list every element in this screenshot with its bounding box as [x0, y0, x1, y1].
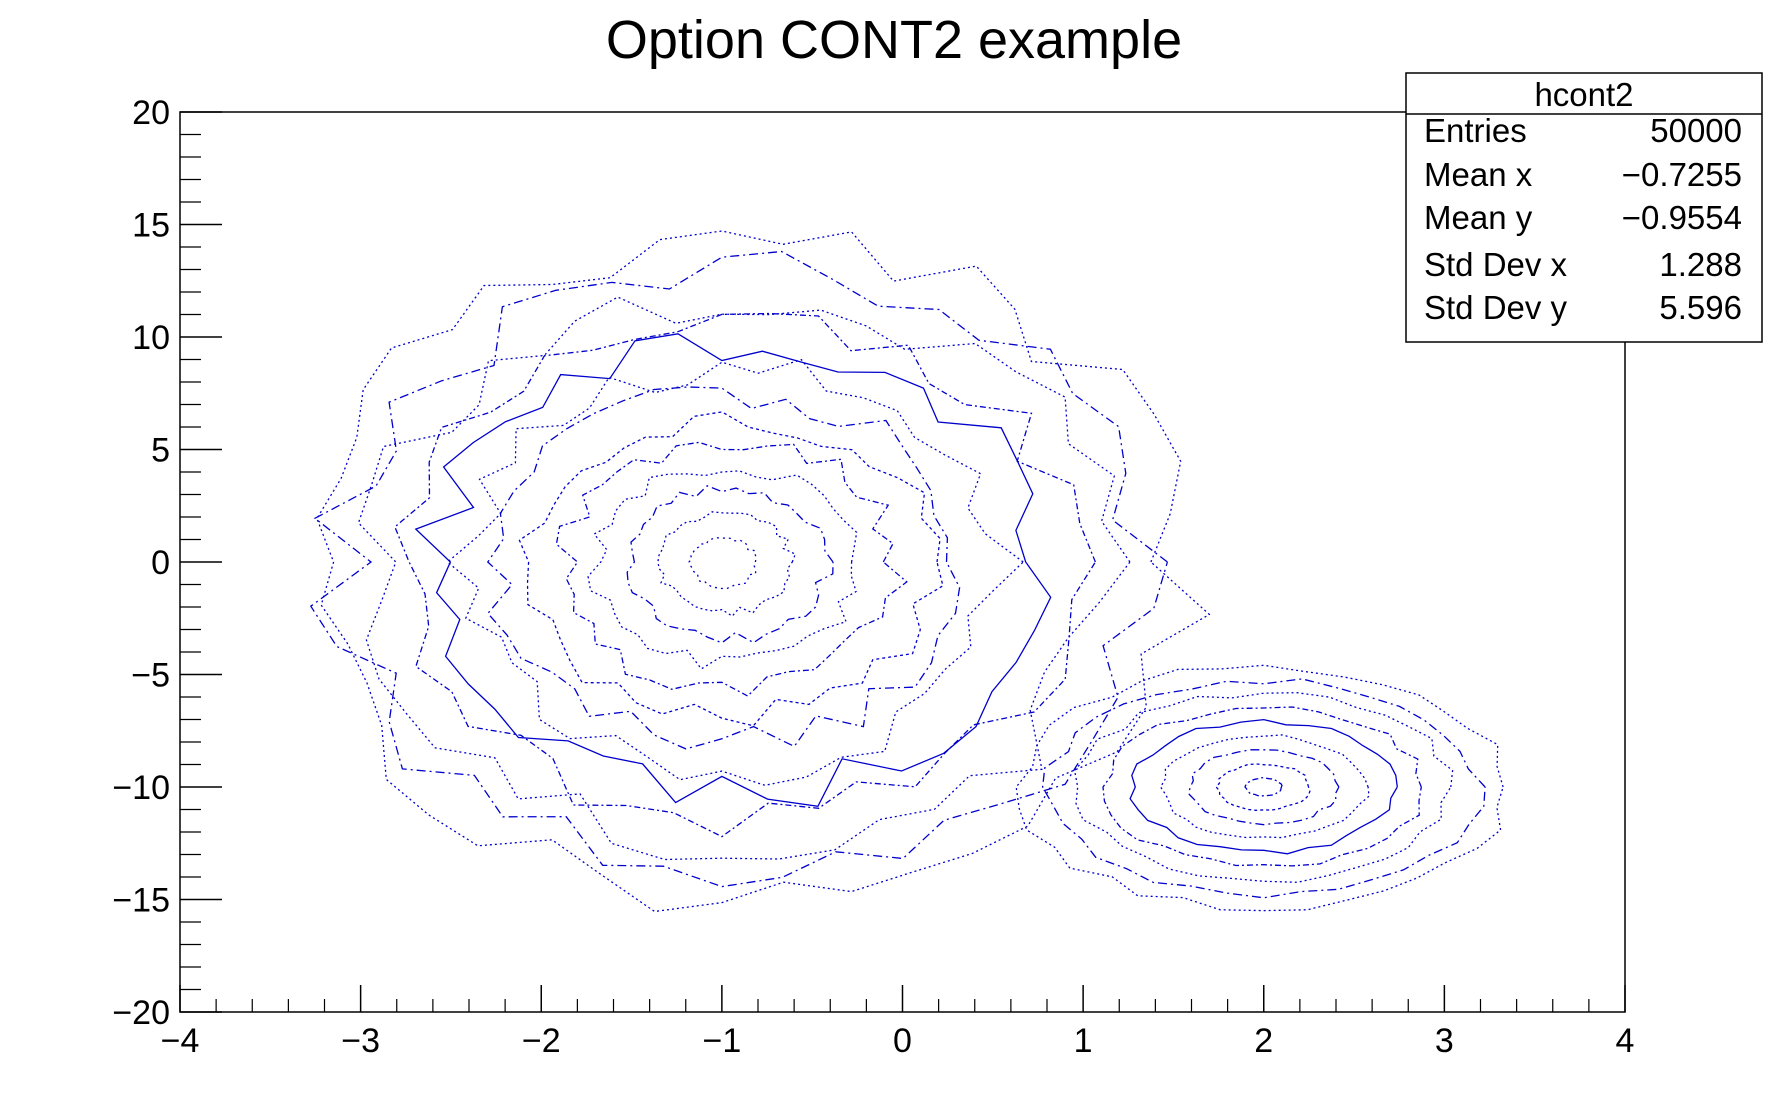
contour-line-level-1 — [316, 230, 1211, 913]
contour-line-level-7 — [486, 386, 961, 750]
contour-lines — [309, 230, 1504, 913]
y-tick-label: −20 — [112, 994, 170, 1032]
y-tick-label: 10 — [132, 319, 170, 357]
contour-line-level-4 — [394, 312, 1097, 838]
x-tick-label: −1 — [702, 1022, 741, 1060]
contour-line-level-3 — [357, 296, 1131, 861]
contour-line-level-6 — [1159, 734, 1370, 839]
contour-line-level-4 — [1102, 706, 1422, 867]
contour-line-level-11 — [626, 485, 834, 644]
x-tick-label: 0 — [893, 1022, 912, 1060]
y-tick-label: 20 — [132, 94, 170, 132]
contour-line-level-1 — [1015, 664, 1504, 912]
contour-line-level-3 — [1073, 692, 1454, 883]
contour-line-level-13 — [688, 537, 757, 590]
contour-line-level-2 — [1041, 678, 1486, 899]
stats-row-label: Std Dev x — [1424, 246, 1568, 283]
stats-box-title: hcont2 — [1534, 76, 1633, 113]
contour-line-level-9 — [555, 441, 908, 697]
x-tick-label: −3 — [341, 1022, 380, 1060]
y-tick-label: −5 — [131, 657, 170, 695]
stats-row-value: −0.7255 — [1622, 156, 1742, 193]
contour-line-level-6 — [446, 358, 1024, 786]
stats-row-value: 1.288 — [1659, 246, 1742, 283]
stats-row-label: Std Dev y — [1424, 289, 1568, 326]
x-tick-label: 2 — [1254, 1022, 1273, 1060]
x-tick-label: −2 — [522, 1022, 561, 1060]
y-tick-label: 0 — [151, 544, 170, 582]
x-tick-label: −4 — [161, 1022, 200, 1060]
contour-line-level-12 — [657, 511, 797, 617]
stats-row-value: −0.9554 — [1622, 199, 1742, 236]
contour-line-level-9 — [1244, 777, 1283, 797]
x-tick-label: 3 — [1435, 1022, 1454, 1060]
stats-row-label: Mean x — [1424, 156, 1533, 193]
stats-row-value: 50000 — [1650, 112, 1742, 149]
stats-box-frame — [1405, 72, 1763, 343]
x-tick-label: 1 — [1074, 1022, 1093, 1060]
y-tick-label: 5 — [151, 432, 170, 470]
y-tick-label: 15 — [132, 207, 170, 245]
y-tick-label: −10 — [112, 769, 170, 807]
stats-row-label: Entries — [1424, 112, 1527, 149]
x-tick-label: 4 — [1616, 1022, 1635, 1060]
chart-title: Option CONT2 example — [606, 10, 1182, 70]
contour-line-level-7 — [1187, 749, 1340, 826]
contour-line-level-5 — [414, 333, 1052, 808]
contour-line-level-2 — [309, 250, 1169, 888]
stats-row-label: Mean y — [1424, 199, 1533, 236]
contour-line-level-8 — [518, 411, 944, 727]
stats-row-value: 5.596 — [1659, 289, 1742, 326]
contour-line-level-10 — [587, 470, 858, 670]
contour-line-level-8 — [1215, 763, 1311, 811]
contour-line-level-5 — [1129, 718, 1398, 855]
y-tick-label: −15 — [112, 882, 170, 920]
